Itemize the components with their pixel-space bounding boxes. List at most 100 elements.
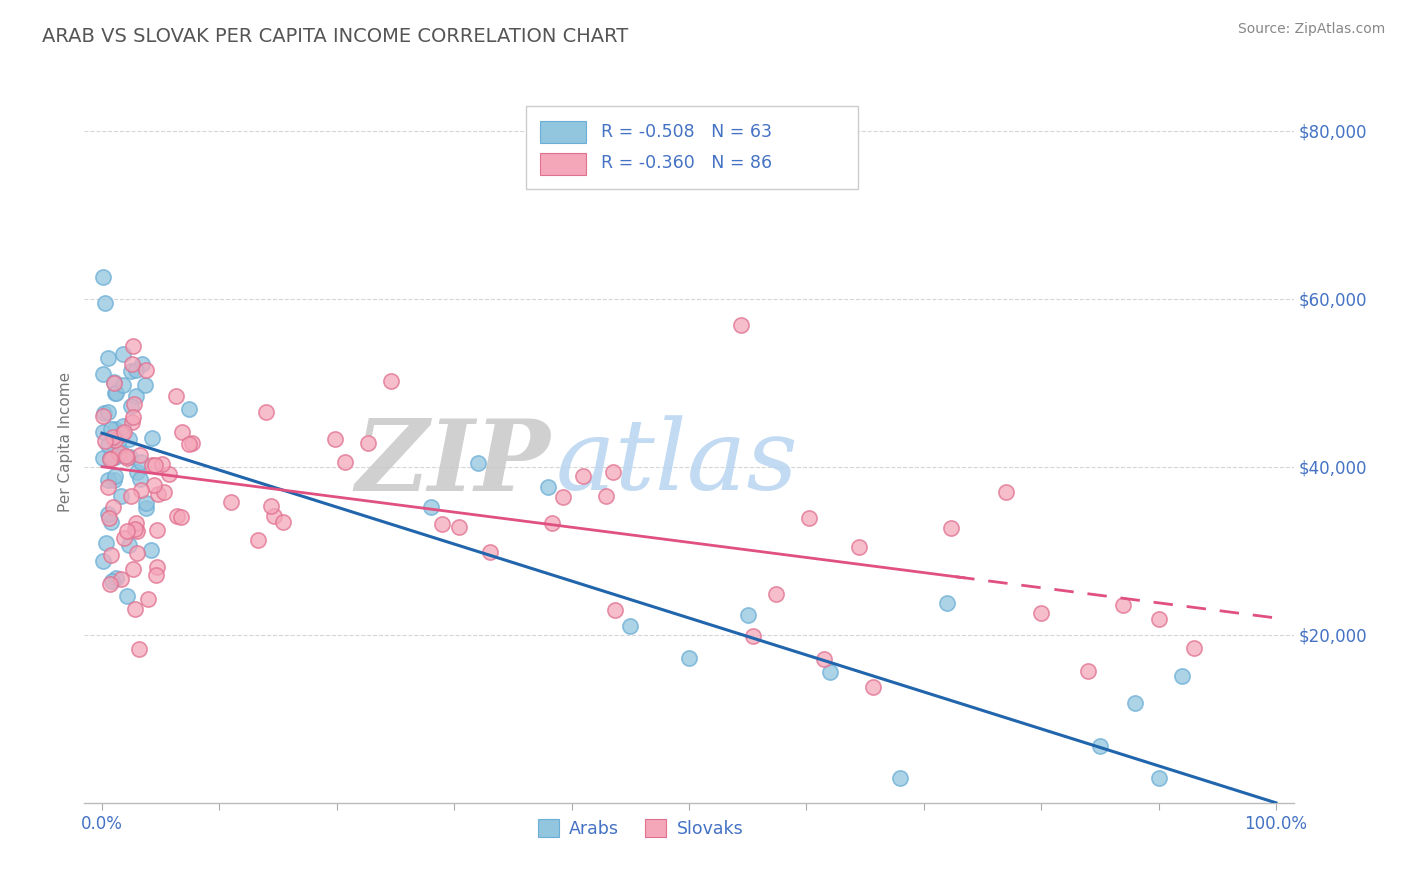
Point [602,465,624,479]
Point [121,415,143,429]
Point [605,603,627,617]
Point [101,500,124,515]
Point [166,508,188,523]
Point [124,602,146,616]
Point [127,465,149,479]
Point [118,538,141,552]
FancyBboxPatch shape [526,105,858,189]
Point [1147,771,1170,785]
FancyBboxPatch shape [540,121,586,143]
Point [135,363,157,377]
Point [145,568,167,582]
Point [143,458,166,472]
Point [104,469,127,483]
Point [741,629,763,643]
Point [136,592,159,607]
Point [142,478,165,492]
Point [540,516,562,530]
Point [128,641,150,656]
Point [1182,641,1205,656]
Point [117,524,139,538]
Point [100,549,122,563]
Point [112,419,135,434]
Point [97,507,120,521]
Point [939,521,962,535]
Point [115,449,138,463]
Point [91,409,114,423]
Point [730,318,752,333]
Point [1123,696,1146,710]
Point [141,431,163,445]
Point [110,445,132,459]
Point [97,351,120,366]
Point [112,425,135,439]
Point [125,546,148,560]
Point [104,571,127,585]
Point [104,450,127,464]
Point [104,421,127,435]
Point [124,522,146,536]
Text: ARAB VS SLOVAK PER CAPITA INCOME CORRELATION CHART: ARAB VS SLOVAK PER CAPITA INCOME CORRELA… [42,27,628,45]
Point [134,378,156,392]
Point [103,376,125,390]
Point [112,531,135,545]
Point [108,446,131,460]
Point [333,455,356,469]
Point [111,426,134,441]
Point [146,523,169,537]
Point [181,436,204,450]
Point [447,519,470,533]
Point [172,425,194,439]
Point [889,771,911,785]
Point [737,607,759,622]
Point [260,499,283,513]
Point [93,406,115,420]
Point [848,541,870,555]
Point [98,451,121,466]
Point [121,561,143,575]
Point [111,347,134,361]
Point [170,510,193,524]
Point [537,480,560,494]
Point [936,596,959,610]
Point [101,447,124,461]
Point [1112,598,1135,612]
Point [120,400,142,414]
Point [219,495,242,509]
Point [179,402,201,417]
Point [101,430,124,444]
Point [101,450,124,465]
Point [419,500,441,514]
Point [98,511,121,525]
Point [146,560,169,574]
Point [153,485,176,500]
Point [165,389,187,403]
Point [98,452,121,467]
Point [103,375,125,389]
Point [263,509,285,524]
Point [110,489,132,503]
Point [104,385,127,400]
Point [98,577,121,591]
Point [813,652,835,666]
Point [118,450,141,464]
Point [97,473,120,487]
Legend: Arabs, Slovaks: Arabs, Slovaks [531,812,751,845]
Point [273,516,295,530]
Point [356,436,378,450]
Point [94,536,117,550]
Point [121,358,143,372]
Point [765,587,787,601]
Point [135,501,157,516]
Point [1171,669,1194,683]
Point [467,456,489,470]
Point [157,467,180,481]
Point [115,589,138,603]
Point [97,405,120,419]
Point [129,455,152,469]
Point [135,496,157,510]
Point [125,389,148,403]
Point [91,554,114,568]
Point [131,357,153,371]
Point [1077,664,1099,678]
